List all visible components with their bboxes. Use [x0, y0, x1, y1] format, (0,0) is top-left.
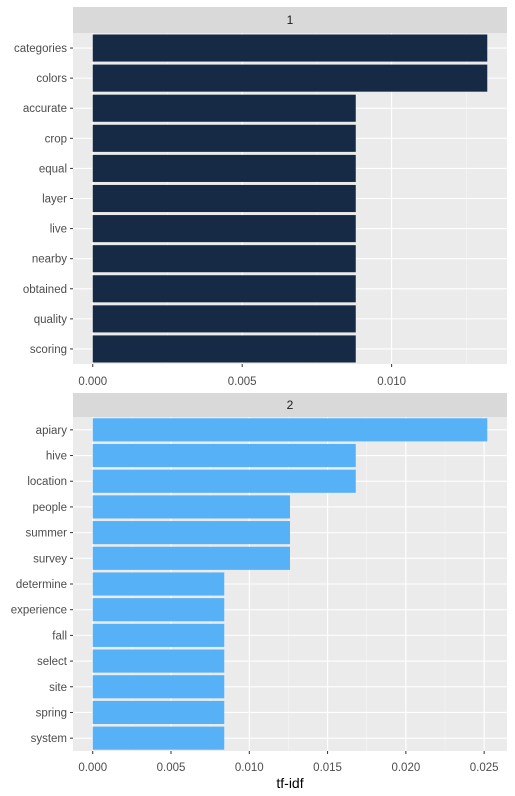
bar — [93, 547, 290, 570]
y-tick-label: colors — [36, 73, 67, 85]
y-tick-label: determine — [16, 579, 67, 591]
facet-strip-label: 2 — [287, 398, 294, 412]
bar — [93, 65, 488, 92]
bar — [93, 245, 356, 272]
x-tick-label: 0.025 — [470, 762, 499, 774]
y-tick-label: apiary — [36, 425, 68, 437]
y-tick-label: obtained — [23, 284, 67, 296]
y-tick-label: survey — [33, 553, 67, 565]
bar — [93, 624, 225, 647]
y-tick-label: people — [32, 502, 67, 514]
x-tick-label: 0.005 — [157, 762, 186, 774]
bar — [93, 215, 356, 242]
y-tick-label: quality — [34, 314, 67, 326]
y-tick-label: scoring — [30, 344, 67, 356]
bar — [93, 305, 356, 332]
bar — [93, 335, 356, 362]
x-axis-title: tf-idf — [276, 775, 303, 791]
x-tick-label: 0.010 — [377, 376, 406, 388]
bar — [93, 275, 356, 302]
x-tick-label: 0.005 — [228, 376, 257, 388]
bar — [93, 521, 290, 544]
y-tick-label: experience — [11, 605, 67, 617]
bar — [93, 125, 356, 152]
x-tick-label: 0.010 — [235, 762, 264, 774]
bar — [93, 444, 356, 467]
y-tick-label: system — [31, 733, 67, 745]
y-tick-label: accurate — [23, 103, 67, 115]
facet-strip-label: 1 — [287, 13, 294, 27]
bar — [93, 95, 356, 122]
bar — [93, 155, 356, 182]
y-tick-label: select — [37, 656, 68, 668]
x-tick-label: 0.015 — [313, 762, 342, 774]
bar — [93, 185, 356, 212]
bar — [93, 495, 290, 518]
x-tick-label: 0.020 — [391, 762, 420, 774]
bar — [93, 598, 225, 621]
x-tick-label: 0.000 — [78, 376, 107, 388]
y-tick-label: site — [49, 682, 67, 694]
bar — [93, 675, 225, 698]
y-tick-label: hive — [46, 451, 67, 463]
bar — [93, 35, 488, 62]
bar — [93, 701, 225, 724]
y-tick-label: live — [50, 224, 67, 236]
bar — [93, 650, 225, 673]
y-tick-label: summer — [25, 528, 67, 540]
bar — [93, 470, 356, 493]
x-tick-label: 0.000 — [78, 762, 107, 774]
panel-1: 1 categories colors accurate crop equal layer l… — [14, 7, 507, 388]
y-tick-label: nearby — [32, 254, 67, 266]
y-tick-label: fall — [52, 630, 67, 642]
y-tick-label: crop — [45, 133, 67, 145]
bar — [93, 572, 225, 595]
y-tick-label: layer — [42, 194, 67, 206]
y-tick-label: equal — [39, 163, 67, 175]
bar — [93, 418, 488, 441]
panel-2: 2 apiary hive location people summer survey det… — [11, 393, 507, 774]
bar — [93, 727, 225, 750]
y-tick-label: spring — [36, 707, 67, 719]
y-tick-label: categories — [14, 43, 67, 55]
y-tick-label: location — [27, 476, 67, 488]
